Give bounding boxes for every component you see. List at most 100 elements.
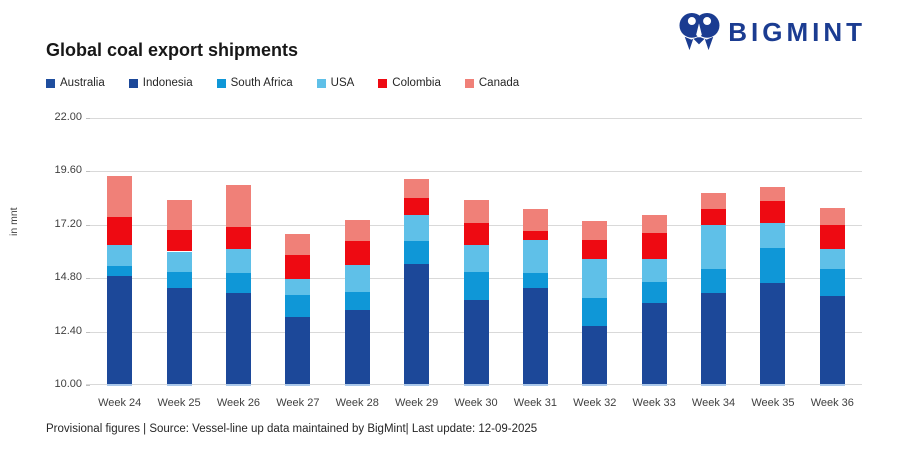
bar-segment-usa bbox=[404, 214, 430, 242]
stacked-bar-week-31 bbox=[522, 118, 548, 386]
gridline-19.60 bbox=[90, 171, 862, 173]
y-axis-tick-label: 17.20 bbox=[54, 217, 82, 230]
bar-baseline-highlight bbox=[404, 384, 430, 386]
bar-baseline-highlight bbox=[582, 384, 608, 386]
bar-segment-indonesia bbox=[819, 296, 845, 385]
stacked-bar-week-32 bbox=[582, 118, 608, 386]
footer-note: Provisional figures | Source: Vessel-lin… bbox=[46, 423, 538, 435]
y-axis-tick-label: 10.00 bbox=[54, 378, 82, 390]
bar-segment-canada bbox=[522, 209, 548, 232]
y-tick bbox=[86, 331, 90, 333]
bar-baseline-highlight bbox=[522, 384, 548, 386]
bar-segment-canada bbox=[641, 214, 667, 233]
x-axis-tick-label: Week 26 bbox=[216, 397, 261, 409]
bar-segment-indonesia bbox=[641, 302, 667, 385]
y-tick bbox=[86, 385, 90, 386]
bar-segment-colombia bbox=[107, 217, 133, 245]
bar-segment-indonesia bbox=[701, 292, 727, 385]
bar-segment-canada bbox=[701, 192, 727, 210]
x-axis-tick-label: Week 31 bbox=[513, 397, 557, 409]
bar-segment-usa bbox=[107, 244, 133, 266]
bar-segment-canada bbox=[166, 200, 192, 231]
stacked-bar-week-27 bbox=[285, 118, 311, 386]
bar-segment-usa bbox=[463, 244, 489, 272]
bar-segment-south-africa bbox=[404, 241, 430, 264]
bar-segment-canada bbox=[760, 186, 786, 202]
y-tick bbox=[86, 224, 90, 226]
bar-segment-usa bbox=[760, 222, 786, 249]
bar-baseline-highlight bbox=[760, 384, 786, 386]
y-tick bbox=[86, 171, 90, 173]
legend-swatch-icon bbox=[378, 78, 388, 88]
bar-segment-usa bbox=[522, 240, 548, 273]
x-axis-tick-label: Week 35 bbox=[751, 397, 795, 409]
bar-baseline-highlight bbox=[107, 384, 133, 386]
plot-area bbox=[86, 118, 862, 386]
bar-segment-indonesia bbox=[166, 288, 192, 385]
legend-label: USA bbox=[330, 77, 355, 89]
legend-label: Indonesia bbox=[142, 77, 193, 89]
bar-segment-canada bbox=[285, 233, 311, 255]
stacked-bar-week-36 bbox=[819, 118, 845, 386]
bar-segment-indonesia bbox=[760, 282, 786, 385]
bar-segment-indonesia bbox=[582, 326, 608, 385]
bar-segment-canada bbox=[344, 220, 370, 242]
bar-segment-south-africa bbox=[760, 248, 786, 283]
bar-segment-canada bbox=[107, 175, 133, 217]
stacked-bar-week-34 bbox=[701, 118, 727, 386]
legend-label: Colombia bbox=[392, 77, 441, 89]
stacked-bar-week-30 bbox=[463, 118, 489, 386]
x-axis-tick-label: Week 30 bbox=[454, 397, 498, 409]
bar-segment-south-africa bbox=[522, 272, 548, 289]
bar-segment-south-africa bbox=[285, 294, 311, 318]
bigmint-logo-text: BIGMINT bbox=[728, 16, 866, 47]
bar-segment-indonesia bbox=[107, 275, 133, 385]
bar-segment-south-africa bbox=[463, 271, 489, 301]
x-axis-tick-label: Week 24 bbox=[98, 397, 142, 409]
bar-segment-colombia bbox=[641, 232, 667, 260]
y-axis-tick-label: 22.00 bbox=[54, 111, 82, 123]
bar-segment-south-africa bbox=[225, 272, 251, 293]
x-axis-tick-label: Week 32 bbox=[573, 397, 617, 409]
bar-baseline-highlight bbox=[701, 384, 727, 386]
x-axis-tick-label: Week 34 bbox=[691, 397, 736, 409]
bar-segment-south-africa bbox=[701, 269, 727, 293]
legend-item-australia: Australia bbox=[46, 77, 105, 89]
y-axis-tick-label: 12.40 bbox=[54, 324, 82, 337]
legend-item-indonesia: Indonesia bbox=[128, 77, 193, 89]
bar-segment-colombia bbox=[404, 198, 430, 215]
bar-segment-canada bbox=[582, 221, 608, 241]
stacked-bar-week-25 bbox=[166, 118, 192, 386]
bar-segment-usa bbox=[166, 251, 192, 272]
bar-segment-colombia bbox=[463, 222, 489, 245]
stacked-bar-week-28 bbox=[344, 118, 370, 386]
legend-label: South Africa bbox=[230, 77, 293, 89]
bar-baseline-highlight bbox=[819, 384, 845, 386]
x-axis-tick-label: Week 29 bbox=[395, 397, 439, 409]
x-axis-tick-label: Week 28 bbox=[335, 397, 379, 409]
x-axis-tick-label: Week 36 bbox=[810, 397, 854, 409]
chart-title: Global coal export shipments bbox=[46, 40, 299, 60]
bar-segment-indonesia bbox=[344, 310, 370, 385]
bar-segment-indonesia bbox=[285, 317, 311, 385]
bar-segment-south-africa bbox=[641, 281, 667, 303]
stacked-bar-week-26 bbox=[225, 118, 251, 386]
x-axis-tick-label: Week 33 bbox=[632, 397, 676, 409]
y-tick bbox=[86, 118, 90, 119]
y-tick bbox=[86, 278, 90, 280]
y-axis-tick-label: 19.60 bbox=[54, 164, 82, 177]
bar-segment-colombia bbox=[522, 231, 548, 241]
bar-segment-usa bbox=[582, 259, 608, 299]
bar-segment-south-africa bbox=[107, 265, 133, 276]
bar-segment-colombia bbox=[819, 224, 845, 250]
y-axis-tick-label: 14.80 bbox=[54, 271, 82, 284]
bar-segment-indonesia bbox=[463, 300, 489, 385]
bar-segment-colombia bbox=[344, 241, 370, 265]
legend-swatch-icon bbox=[216, 78, 226, 88]
legend-label: Australia bbox=[60, 77, 105, 89]
bar-segment-canada bbox=[819, 208, 845, 225]
x-axis-tick-label: Week 27 bbox=[276, 397, 320, 409]
bar-segment-usa bbox=[225, 249, 251, 273]
stacked-bar-week-24 bbox=[107, 118, 133, 386]
